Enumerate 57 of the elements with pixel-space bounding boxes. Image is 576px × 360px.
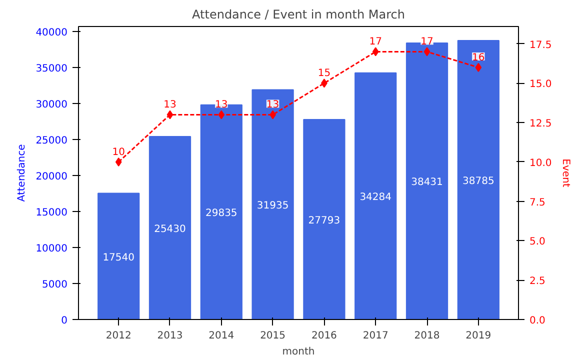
- x-tick-label: 2018: [414, 330, 440, 342]
- data-label: 13: [266, 100, 280, 111]
- data-label: 17540: [102, 252, 134, 264]
- data-label: 17: [369, 36, 382, 48]
- bar: [406, 42, 448, 320]
- data-label: 10: [112, 146, 125, 158]
- data-label: 38431: [411, 177, 443, 188]
- y2-tick-label: 10.0: [530, 158, 552, 169]
- bar: [354, 72, 397, 320]
- data-label: 13: [164, 100, 176, 111]
- data-label: 31935: [256, 200, 289, 212]
- x-tick-label: 2014: [208, 330, 234, 342]
- point: [475, 62, 482, 72]
- data-label: 38785: [462, 176, 494, 187]
- y-tick-label: 35000: [36, 64, 68, 75]
- point: [372, 47, 379, 56]
- y-tick-label: 25000: [36, 136, 68, 147]
- x-tick-label: 2016: [311, 330, 337, 342]
- chart-title: Attendance / Event in month March: [192, 8, 405, 22]
- y2-tick-label: 0.0: [530, 316, 546, 326]
- point: [218, 110, 225, 120]
- x-axis-title: month: [282, 346, 315, 358]
- point: [424, 47, 430, 56]
- y-tick-label: 20000: [36, 172, 68, 183]
- x-tick-label: 2012: [106, 330, 132, 342]
- y-tick-label: 5000: [42, 280, 68, 291]
- point: [166, 110, 174, 120]
- x-tick-label: 2019: [466, 330, 492, 342]
- x-tick-label: 2013: [157, 330, 183, 342]
- y-tick-label: 40000: [36, 28, 68, 39]
- y2-tick-label: 2.5: [530, 276, 546, 288]
- y2-tick-label: 5.0: [530, 236, 546, 248]
- bar: [457, 40, 500, 320]
- data-label: 15: [318, 68, 331, 80]
- x-tick-label: 2015: [260, 330, 286, 342]
- y-tick-label: 15000: [36, 208, 68, 219]
- data-label: 29835: [205, 208, 238, 220]
- data-label: 27793: [308, 216, 340, 227]
- y2-axis-title: Event: [560, 158, 571, 188]
- y-tick-label: 0: [61, 316, 68, 326]
- data-label: 34284: [360, 192, 392, 204]
- y2-tick-label: 7.5: [530, 197, 546, 208]
- x-tick-label: 2017: [362, 330, 388, 342]
- y2-tick-label: 17.5: [530, 40, 552, 51]
- point: [115, 157, 122, 166]
- data-label: 17: [420, 36, 434, 48]
- data-label: 13: [215, 100, 228, 111]
- y-tick-label: 30000: [36, 100, 68, 111]
- y-axis-title: Attendance: [16, 144, 28, 202]
- bar: [98, 192, 140, 320]
- data-label: 25430: [154, 224, 186, 236]
- y2-tick-label: 12.5: [530, 118, 552, 130]
- y2-tick-label: 15.0: [530, 79, 552, 90]
- y-tick-label: 10000: [36, 244, 68, 255]
- bar: [252, 89, 294, 320]
- bar: [148, 136, 192, 320]
- bar: [303, 119, 346, 320]
